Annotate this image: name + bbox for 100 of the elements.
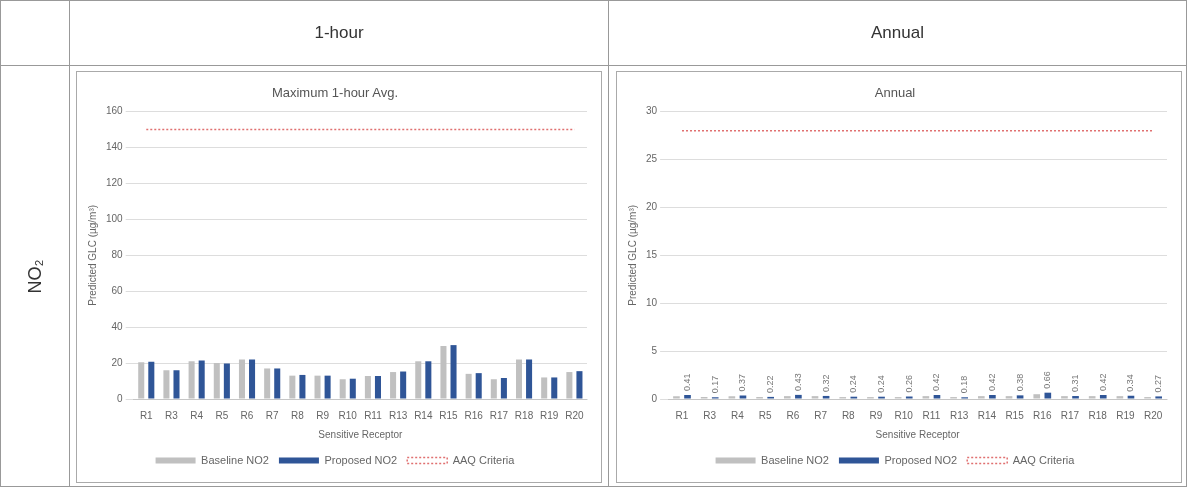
bar bbox=[264, 368, 271, 399]
bar bbox=[138, 362, 145, 399]
x-axis-title: Sensitive Receptor bbox=[875, 428, 961, 440]
data-label: 0.24 bbox=[876, 375, 887, 393]
bar bbox=[324, 375, 331, 399]
bar bbox=[188, 361, 195, 399]
data-label: 0.31 bbox=[1070, 374, 1081, 393]
text: 1-hour bbox=[69, 0, 609, 66]
y-tick-label: 80 bbox=[111, 249, 124, 261]
bar bbox=[465, 373, 472, 399]
chart-title: Maximum 1-hour Avg. bbox=[271, 85, 399, 101]
bar bbox=[289, 375, 296, 399]
x-tick-label: R15 bbox=[439, 409, 459, 421]
y-tick-label: 10 bbox=[646, 296, 658, 308]
y-tick-label: 0 bbox=[117, 392, 124, 404]
y-tick-label: 20 bbox=[646, 201, 658, 213]
bar bbox=[551, 377, 558, 399]
bar bbox=[475, 373, 482, 399]
bar bbox=[566, 372, 573, 399]
x-tick-label: R3 bbox=[165, 409, 179, 421]
data-label: 0.37 bbox=[737, 373, 748, 392]
data-label: 0.32 bbox=[820, 374, 831, 392]
x-tick-label: R4 bbox=[731, 409, 745, 421]
bar bbox=[526, 359, 533, 399]
data-label: 0.42 bbox=[931, 373, 942, 391]
x-tick-label: R15 bbox=[1005, 409, 1025, 421]
bar bbox=[238, 359, 245, 399]
x-tick-label: R18 bbox=[1088, 409, 1108, 421]
x-tick-label: R19 bbox=[540, 409, 559, 421]
x-tick-label: R11 bbox=[364, 409, 383, 421]
bar bbox=[576, 371, 583, 399]
bar bbox=[148, 361, 155, 399]
text: NO₂ bbox=[24, 259, 46, 293]
bar bbox=[173, 370, 180, 399]
x-tick-label: R20 bbox=[565, 409, 585, 421]
x-tick-label: R14 bbox=[977, 409, 997, 421]
data-label: 0.24 bbox=[848, 375, 859, 393]
x-tick-label: R5 bbox=[215, 409, 229, 421]
x-tick-label: R6 bbox=[240, 409, 254, 421]
legend-label: Proposed NO2 bbox=[324, 453, 398, 466]
bar bbox=[400, 371, 407, 399]
bar bbox=[349, 378, 356, 399]
x-tick-label: R13 bbox=[388, 409, 408, 421]
y-tick-label: 40 bbox=[111, 320, 124, 332]
x-tick-label: R10 bbox=[338, 409, 358, 421]
bar bbox=[339, 379, 346, 399]
data-label: 0.27 bbox=[1153, 374, 1164, 393]
y-tick-label: 160 bbox=[106, 105, 124, 117]
bar bbox=[490, 379, 497, 399]
legend-label: AAQ Criteria bbox=[452, 453, 516, 466]
x-tick-label: R17 bbox=[489, 409, 509, 421]
x-tick-label: R5 bbox=[758, 409, 772, 421]
bar bbox=[274, 368, 281, 399]
x-tick-label: R1 bbox=[139, 409, 154, 421]
x-tick-label: R20 bbox=[1143, 409, 1163, 421]
data-label: 0.42 bbox=[986, 373, 997, 391]
legend-label: Proposed NO2 bbox=[884, 453, 958, 466]
x-tick-label: R8 bbox=[290, 409, 305, 421]
bar bbox=[515, 359, 523, 399]
bar bbox=[213, 363, 220, 399]
bar bbox=[163, 370, 170, 399]
bar bbox=[374, 376, 381, 399]
data-label: 0.43 bbox=[792, 373, 803, 391]
x-tick-label: R11 bbox=[922, 409, 941, 421]
y-tick-label: 140 bbox=[106, 141, 124, 153]
bar bbox=[299, 374, 306, 399]
bar bbox=[223, 363, 230, 399]
bar bbox=[249, 359, 256, 399]
data-label: 0.17 bbox=[709, 375, 720, 394]
legend-label: Baseline NO2 bbox=[201, 453, 269, 466]
legend-label: Baseline NO2 bbox=[761, 453, 829, 466]
x-tick-label: R7 bbox=[265, 409, 280, 421]
bar bbox=[500, 377, 507, 399]
text: Annual bbox=[608, 0, 1187, 66]
data-label: 0.26 bbox=[903, 374, 914, 393]
x-tick-label: R8 bbox=[841, 409, 856, 421]
y-tick-label: 20 bbox=[111, 356, 124, 368]
bar bbox=[440, 346, 447, 399]
bar bbox=[541, 377, 548, 399]
x-tick-label: R19 bbox=[1116, 409, 1136, 421]
data-label: 0.34 bbox=[1125, 374, 1136, 392]
x-tick-label: R1 bbox=[675, 409, 689, 421]
x-tick-label: R10 bbox=[894, 409, 914, 421]
data-label: 0.22 bbox=[765, 375, 776, 393]
x-tick-label: R14 bbox=[414, 409, 433, 421]
y-tick-label: 120 bbox=[106, 177, 124, 189]
bar bbox=[314, 375, 321, 399]
x-tick-label: R16 bbox=[464, 409, 484, 421]
y-tick-label: 30 bbox=[646, 105, 658, 117]
y-axis-title: Predicted GLC (µg/m³) bbox=[626, 204, 638, 306]
bar bbox=[450, 345, 457, 399]
x-tick-label: R16 bbox=[1033, 409, 1052, 421]
bar bbox=[415, 361, 422, 399]
data-label: 0.41 bbox=[682, 373, 693, 392]
x-tick-label: R17 bbox=[1060, 409, 1080, 421]
data-label: 0.18 bbox=[959, 375, 970, 394]
y-axis-title: Predicted GLC (µg/m³) bbox=[86, 204, 98, 306]
x-axis-title: Sensitive Receptor bbox=[318, 428, 403, 440]
data-label: 0.38 bbox=[1014, 373, 1025, 392]
data-label: 0.66 bbox=[1042, 371, 1053, 389]
